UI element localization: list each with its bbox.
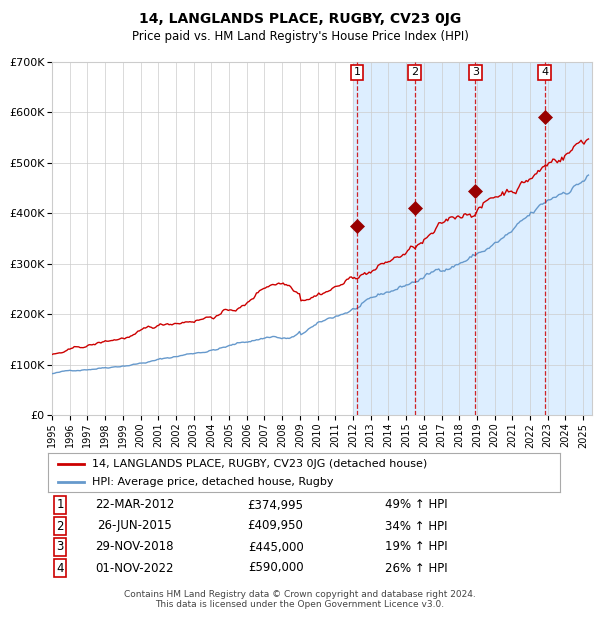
- Text: 26-JUN-2015: 26-JUN-2015: [97, 520, 172, 533]
- Text: 49% ↑ HPI: 49% ↑ HPI: [385, 498, 448, 511]
- Text: HPI: Average price, detached house, Rugby: HPI: Average price, detached house, Rugb…: [92, 477, 333, 487]
- Text: 2: 2: [56, 520, 64, 533]
- Text: 29-NOV-2018: 29-NOV-2018: [95, 541, 174, 554]
- Text: 26% ↑ HPI: 26% ↑ HPI: [385, 562, 448, 575]
- Text: £590,000: £590,000: [248, 562, 304, 575]
- Text: Contains HM Land Registry data © Crown copyright and database right 2024.
This d: Contains HM Land Registry data © Crown c…: [124, 590, 476, 609]
- Text: 34% ↑ HPI: 34% ↑ HPI: [385, 520, 448, 533]
- Text: 19% ↑ HPI: 19% ↑ HPI: [385, 541, 448, 554]
- Text: 4: 4: [541, 68, 548, 78]
- Text: 4: 4: [56, 562, 64, 575]
- Text: 1: 1: [56, 498, 64, 511]
- Text: £409,950: £409,950: [248, 520, 304, 533]
- Text: 01-NOV-2022: 01-NOV-2022: [95, 562, 174, 575]
- Text: 3: 3: [472, 68, 479, 78]
- Text: 22-MAR-2012: 22-MAR-2012: [95, 498, 175, 511]
- Text: 1: 1: [353, 68, 361, 78]
- Text: £445,000: £445,000: [248, 541, 304, 554]
- Text: 14, LANGLANDS PLACE, RUGBY, CV23 0JG: 14, LANGLANDS PLACE, RUGBY, CV23 0JG: [139, 12, 461, 26]
- Text: Price paid vs. HM Land Registry's House Price Index (HPI): Price paid vs. HM Land Registry's House …: [131, 30, 469, 43]
- Text: 14, LANGLANDS PLACE, RUGBY, CV23 0JG (detached house): 14, LANGLANDS PLACE, RUGBY, CV23 0JG (de…: [92, 459, 427, 469]
- Text: £374,995: £374,995: [248, 498, 304, 511]
- Bar: [353, 62, 600, 415]
- Text: 3: 3: [56, 541, 64, 554]
- Text: 2: 2: [411, 68, 418, 78]
